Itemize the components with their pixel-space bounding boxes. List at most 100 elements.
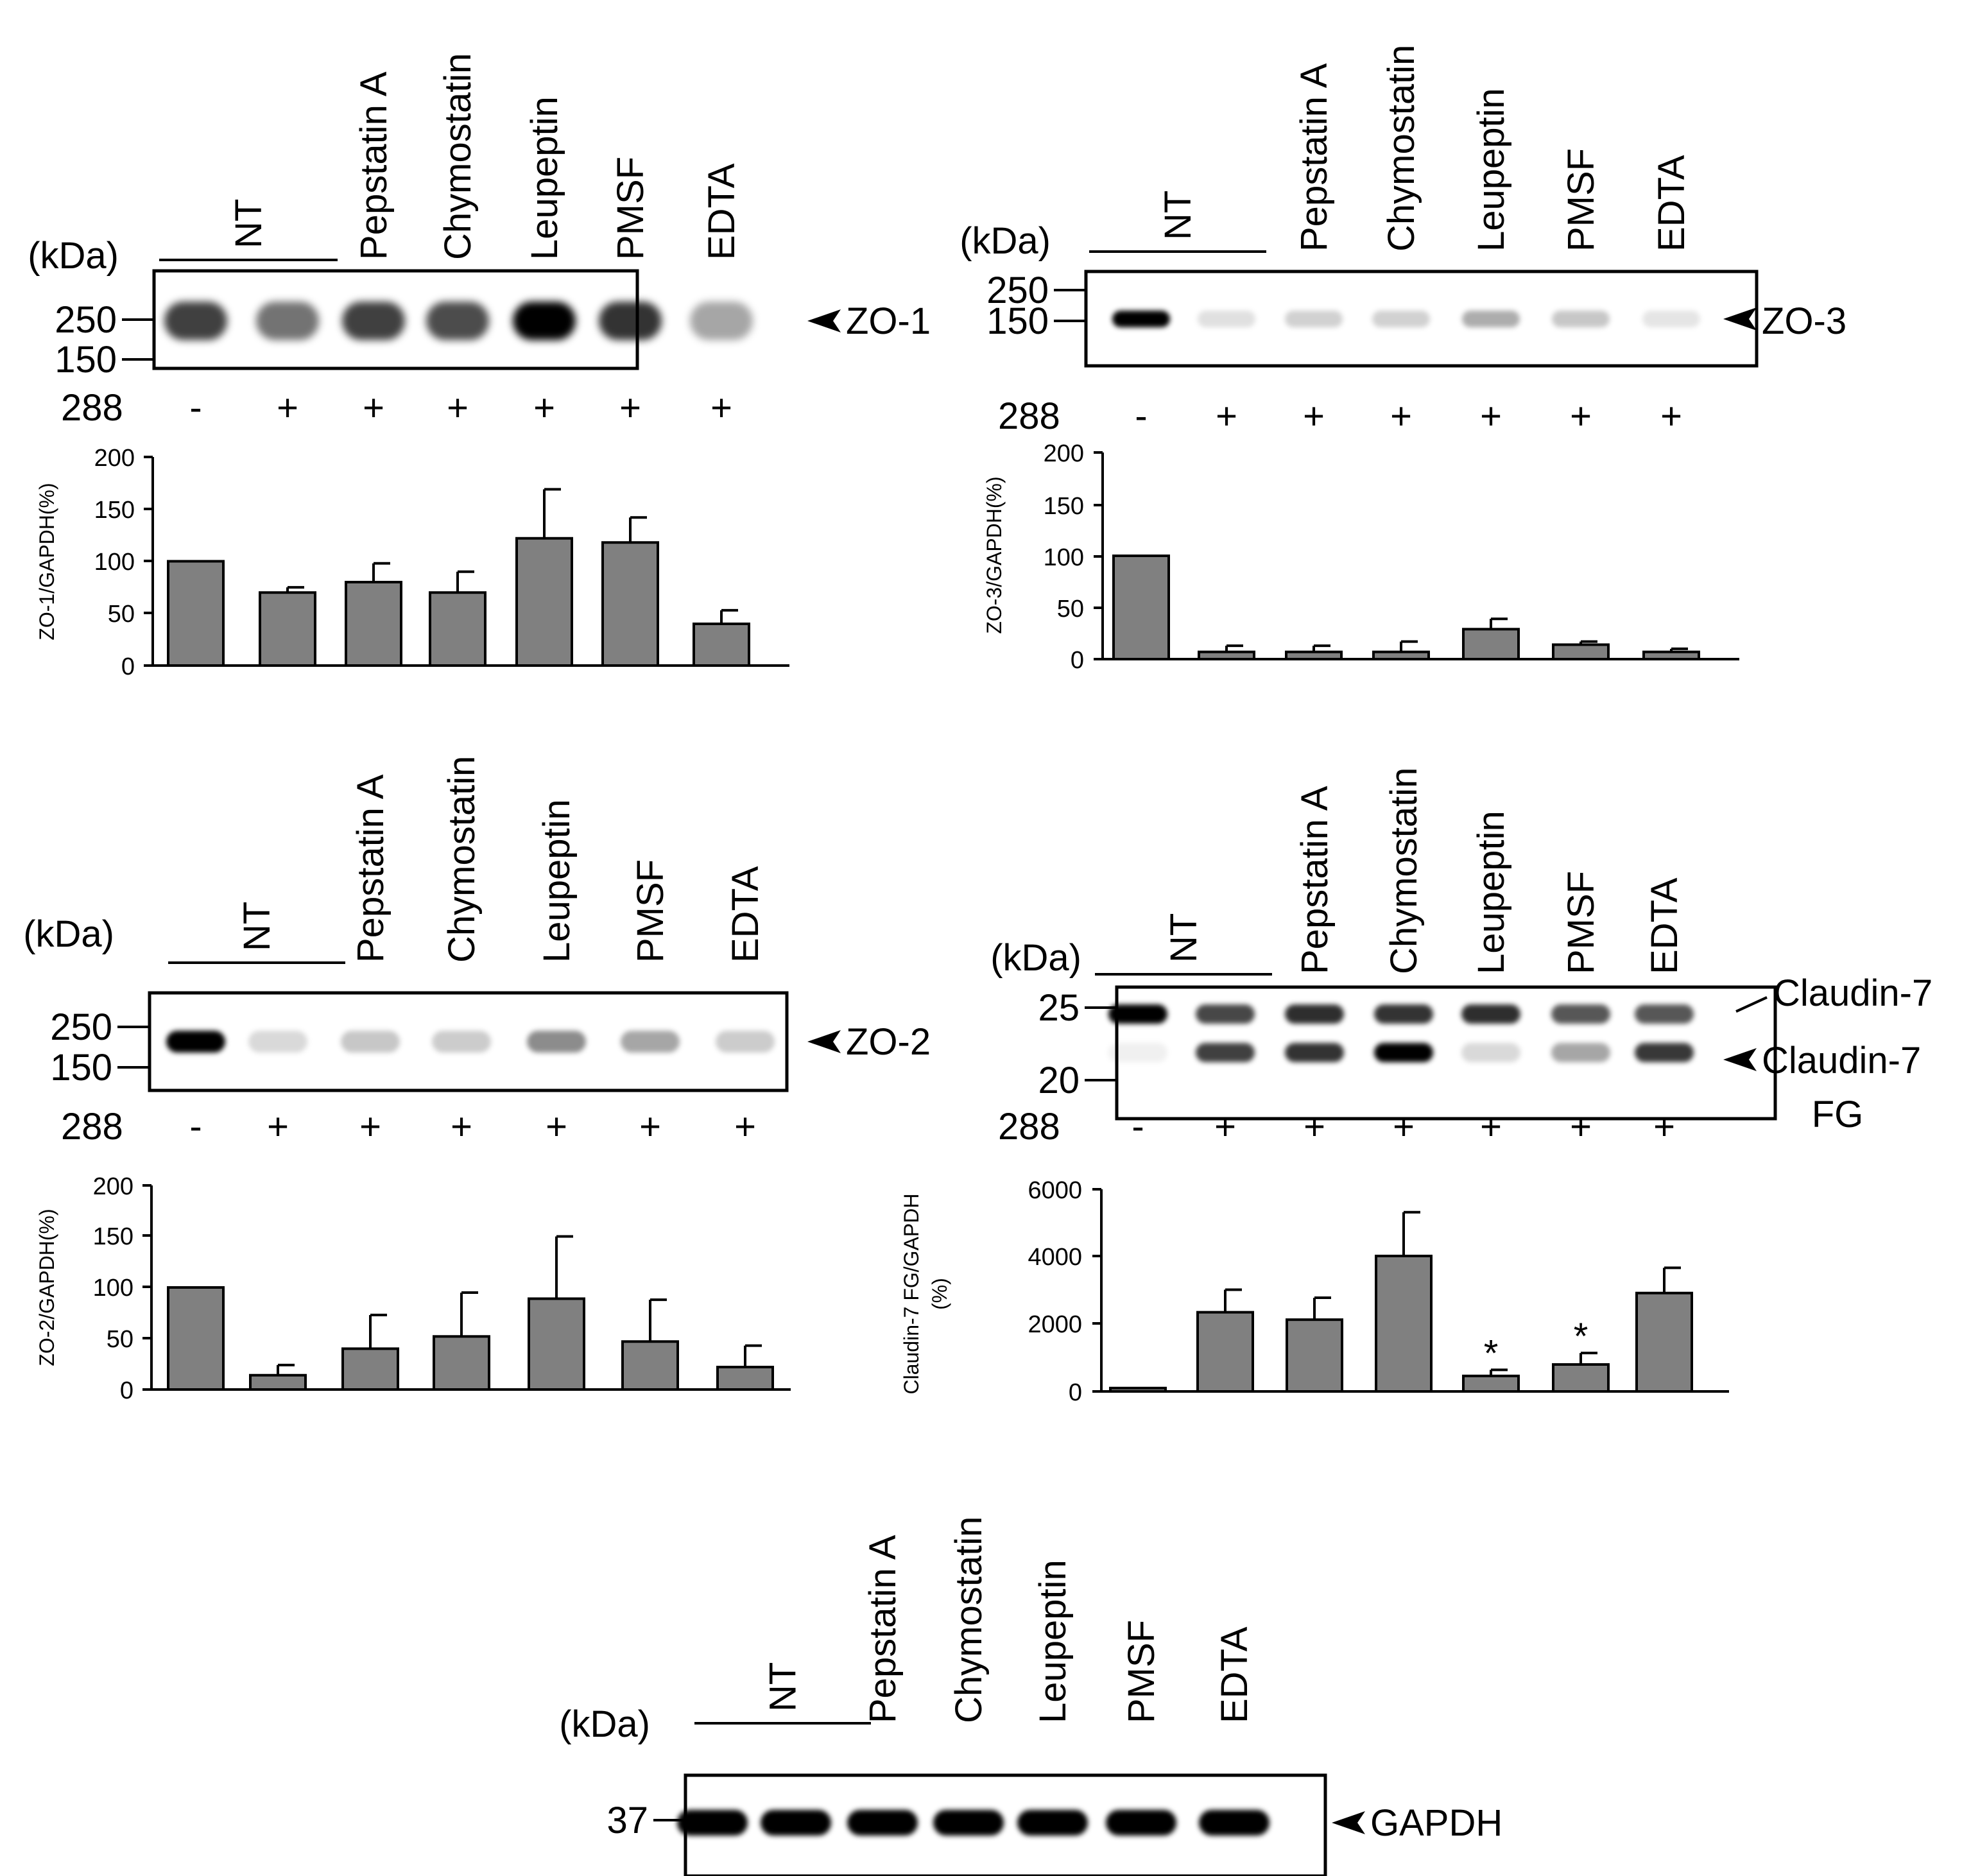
blot-band	[677, 1810, 748, 1836]
y-tick-label: 0	[1069, 1379, 1082, 1406]
blot-band	[1108, 1004, 1167, 1024]
treatment-sign: +	[1653, 1106, 1675, 1148]
treatment-sign: +	[546, 1106, 567, 1148]
zo2-bar-chart: 0 50 100 150 200 ZO-2/GAPDH(%)	[35, 1173, 791, 1404]
marker-label: 250	[50, 1006, 112, 1048]
chart-y-label-unit: (%)	[928, 1278, 951, 1310]
lane-label: Leupeptin	[1470, 88, 1512, 252]
chart-bar	[345, 581, 402, 667]
y-tick-label: 200	[1044, 440, 1084, 467]
blot-band	[1112, 311, 1170, 327]
chart-bar	[515, 537, 573, 667]
chart-bar	[249, 1373, 307, 1391]
gapdh-panel: NT Pepstatin A Chymostatin Leupeptin PMSF EDT…	[559, 1517, 1502, 1876]
chart-bar	[1642, 650, 1700, 660]
arrowhead-icon	[1332, 1811, 1365, 1834]
blot-band	[1462, 311, 1520, 327]
blot-band	[1461, 1043, 1520, 1062]
lane-label: Pepstatin A	[350, 774, 392, 963]
lane-label: Pepstatin A	[1293, 63, 1335, 252]
lane-label: Chymostatin	[1381, 45, 1422, 252]
y-tick-label: 100	[1044, 544, 1084, 571]
marker-label: 250	[55, 299, 117, 341]
band-pointer-line	[1735, 996, 1768, 1013]
y-tick-label: 2000	[1028, 1311, 1082, 1338]
treatment-sign: -	[1135, 395, 1147, 437]
blot-band	[1017, 1810, 1088, 1836]
blot-band	[1642, 311, 1700, 327]
treatment-sign: +	[1303, 395, 1325, 437]
y-tick-label: 50	[107, 1326, 133, 1353]
band-label: ZO-2	[846, 1021, 931, 1063]
blot-band	[342, 302, 405, 340]
chart-bar	[1285, 650, 1343, 660]
band-label: ZO-3	[1762, 300, 1846, 342]
zo1-panel: NT Pepstatin A Chymostatin Leupeptin PMSF EDT…	[28, 53, 931, 680]
blot-band	[1196, 1004, 1255, 1024]
chart-bar	[1552, 643, 1610, 661]
y-tick-label: 0	[1071, 647, 1084, 674]
y-tick-label: 100	[94, 549, 135, 576]
marker-label: 150	[50, 1047, 112, 1089]
kda-label: (kDa)	[559, 1703, 650, 1745]
treatment-sign: +	[619, 387, 641, 429]
lane-label: PMSF	[1121, 1620, 1162, 1723]
band-label: Claudin-7	[1773, 972, 1932, 1014]
band-label: GAPDH	[1370, 1802, 1502, 1844]
y-tick-label: 100	[93, 1275, 133, 1302]
lane-label: Leupeptin	[524, 96, 565, 260]
lane-label: PMSF	[630, 859, 671, 963]
blot-band	[1285, 1043, 1344, 1062]
lane-label: Leupeptin	[1032, 1560, 1074, 1723]
zo3-panel: NT Pepstatin A Chymostatin Leupeptin PMSF EDT…	[960, 45, 1846, 674]
lane-label: EDTA	[1644, 877, 1685, 974]
y-tick-label: 150	[93, 1223, 133, 1250]
treatment-sign: +	[363, 387, 384, 429]
lane-label: Chymostatin	[1383, 768, 1425, 974]
chart-bar	[433, 1335, 490, 1391]
marker-label: 150	[55, 339, 117, 381]
blot-band	[599, 302, 662, 340]
treatment-sign: +	[1216, 395, 1237, 437]
treatment-sign: +	[1480, 1106, 1502, 1148]
y-tick-label: 0	[120, 1377, 133, 1404]
lane-label: EDTA	[701, 163, 743, 260]
blot-band	[761, 1810, 831, 1836]
lane-label: Pepstatin A	[862, 1535, 904, 1723]
lane-label: PMSF	[610, 157, 651, 260]
blot-band	[716, 1031, 775, 1053]
treatment-sign: +	[734, 1106, 756, 1148]
blot-band	[1552, 311, 1610, 327]
blot-band	[1196, 1043, 1255, 1062]
arrowhead-icon	[1723, 1048, 1757, 1071]
chart-bar	[167, 560, 225, 667]
chart-y-label: ZO-1/GAPDH(%)	[35, 483, 58, 640]
band-label: Claudin-7	[1762, 1040, 1921, 1081]
blot-band	[164, 302, 227, 340]
treatment-sign: +	[451, 1106, 472, 1148]
marker-label: 150	[986, 300, 1049, 342]
lane-label: PMSF	[1560, 871, 1602, 974]
chart-bar	[716, 1366, 774, 1391]
zo1-bar-chart: 0 50 100 150 200 ZO-1/GAPDH(%)	[35, 445, 789, 680]
chart-bar	[528, 1297, 585, 1391]
band-sublabel: FG	[1812, 1094, 1864, 1135]
blot-band	[1199, 1810, 1270, 1836]
kda-label: (kDa)	[960, 220, 1051, 262]
significance-marker: *	[1574, 1316, 1588, 1357]
chart-bar	[1372, 650, 1430, 660]
blot-band	[621, 1031, 680, 1053]
chart-bar	[1552, 1363, 1610, 1393]
treatment-sign: -	[189, 1106, 202, 1148]
chart-bar	[429, 591, 486, 667]
chart-bar	[1375, 1254, 1433, 1393]
y-tick-label: 4000	[1028, 1244, 1082, 1271]
blot-band	[426, 302, 489, 340]
treatment-sign: +	[1480, 395, 1502, 437]
blot-band	[1285, 311, 1343, 327]
kda-label: (kDa)	[23, 913, 114, 955]
marker-label: 25	[1038, 987, 1080, 1029]
lane-label-nt: NT	[228, 199, 270, 248]
marker-label: 20	[1038, 1060, 1080, 1101]
